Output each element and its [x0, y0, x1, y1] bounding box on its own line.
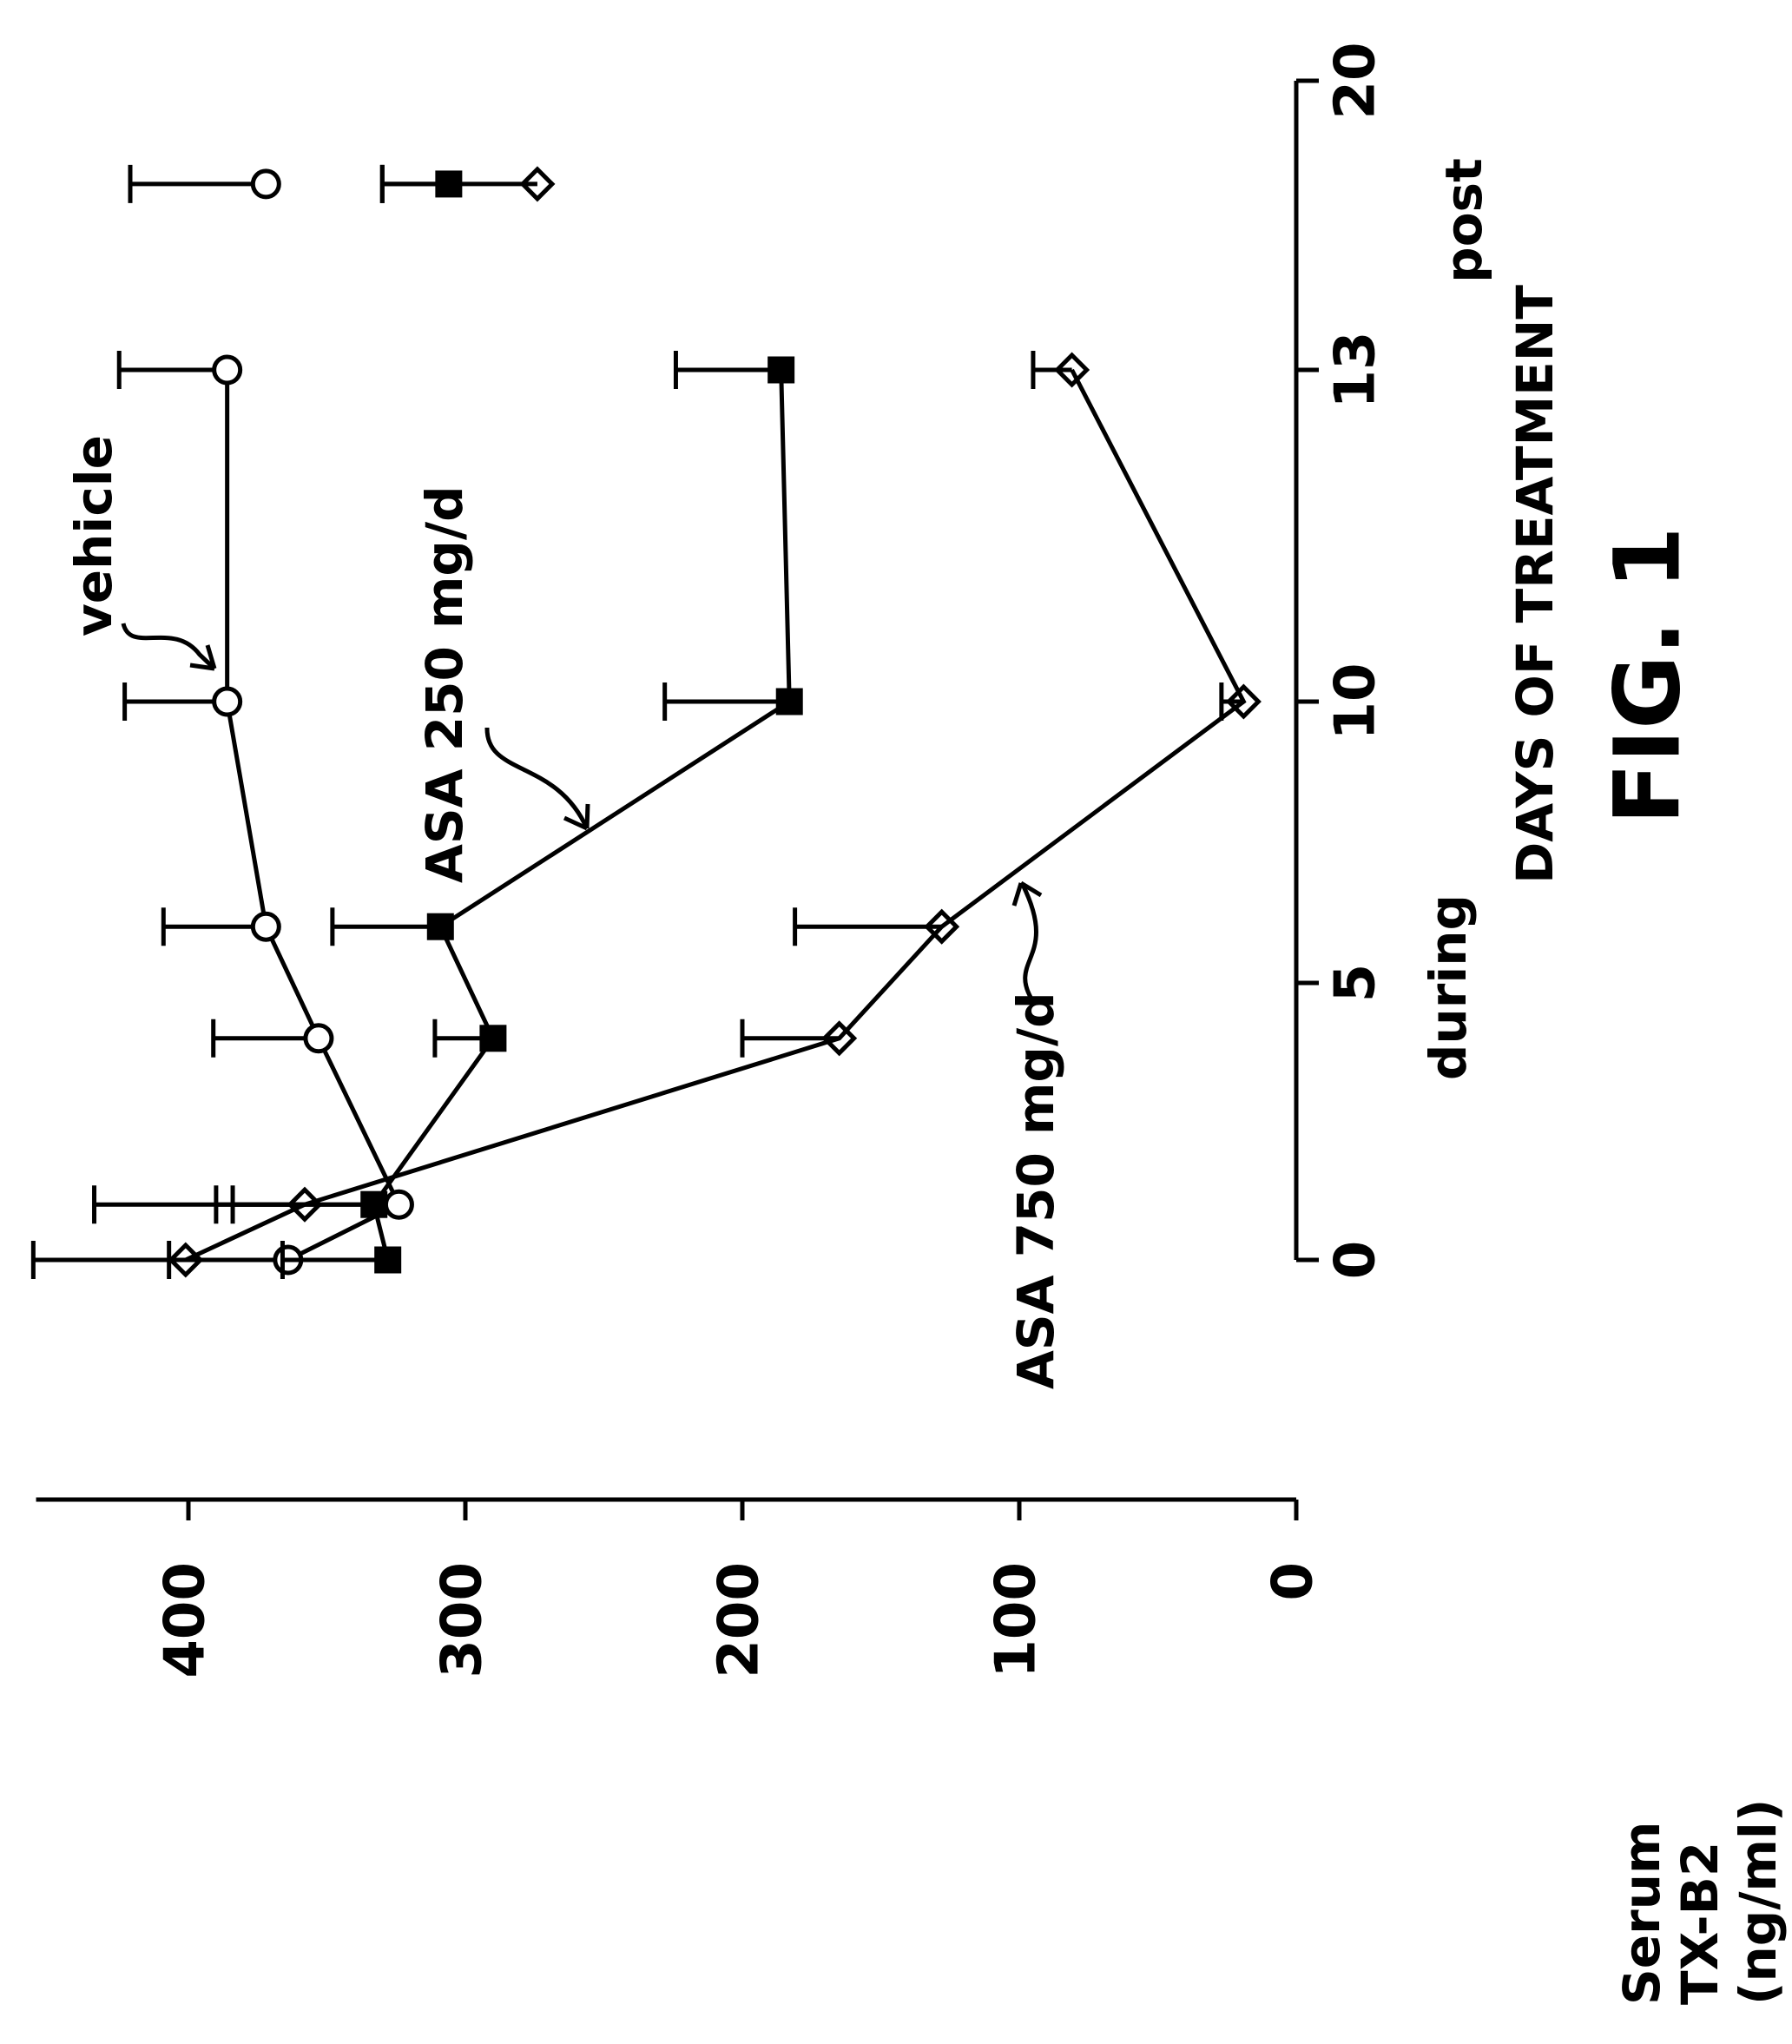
figure-title: FIG. 1 [1594, 526, 1700, 824]
marker [385, 1191, 412, 1217]
annotation: ASA 750 mg/d [1006, 992, 1065, 1389]
x-tick-label: 0 [1324, 1241, 1388, 1280]
y-tick-label: 100 [985, 1562, 1049, 1678]
x-tick-label: 20 [1324, 42, 1388, 119]
phase-label: post [1434, 158, 1493, 283]
marker [253, 913, 279, 940]
marker [214, 357, 240, 383]
y-tick-label: 300 [431, 1562, 495, 1678]
annotation-arrow [123, 623, 214, 669]
marker [778, 690, 800, 713]
y-axis-label: (ng/ml) [1729, 1799, 1788, 2005]
y-tick-label: 200 [708, 1562, 772, 1678]
marker [253, 171, 279, 197]
chart: FIG. 1 DAYS OF TREATMENT during post Ser… [0, 0, 1792, 2044]
y-tick-label: 0 [1262, 1562, 1326, 1601]
marker [306, 1025, 332, 1052]
x-tick-label: 5 [1324, 964, 1388, 1003]
annotation-arrow [487, 728, 587, 828]
marker [363, 1193, 385, 1216]
phase-label: during [1419, 894, 1478, 1080]
series-line [227, 370, 399, 1260]
x-tick-label: 10 [1324, 663, 1388, 740]
x-tick-label: 13 [1324, 331, 1388, 408]
marker [377, 1249, 399, 1271]
marker [482, 1027, 504, 1050]
marker [429, 915, 451, 938]
annotation: vehicle [64, 435, 123, 636]
annotation: ASA 250 mg/d [415, 485, 474, 883]
y-axis-label: TX-B2 [1670, 1842, 1729, 2005]
rotated-figure: FIG. 1 DAYS OF TREATMENT during post Ser… [33, 42, 1788, 2005]
series-line [186, 370, 1244, 1260]
y-axis-label: Serum [1612, 1822, 1671, 2005]
marker [214, 689, 240, 715]
x-axis-label: DAYS OF TREATMENT [1505, 285, 1565, 884]
annotation-arrow [1023, 885, 1036, 1000]
marker [770, 359, 793, 381]
y-tick-label: 400 [154, 1562, 218, 1678]
